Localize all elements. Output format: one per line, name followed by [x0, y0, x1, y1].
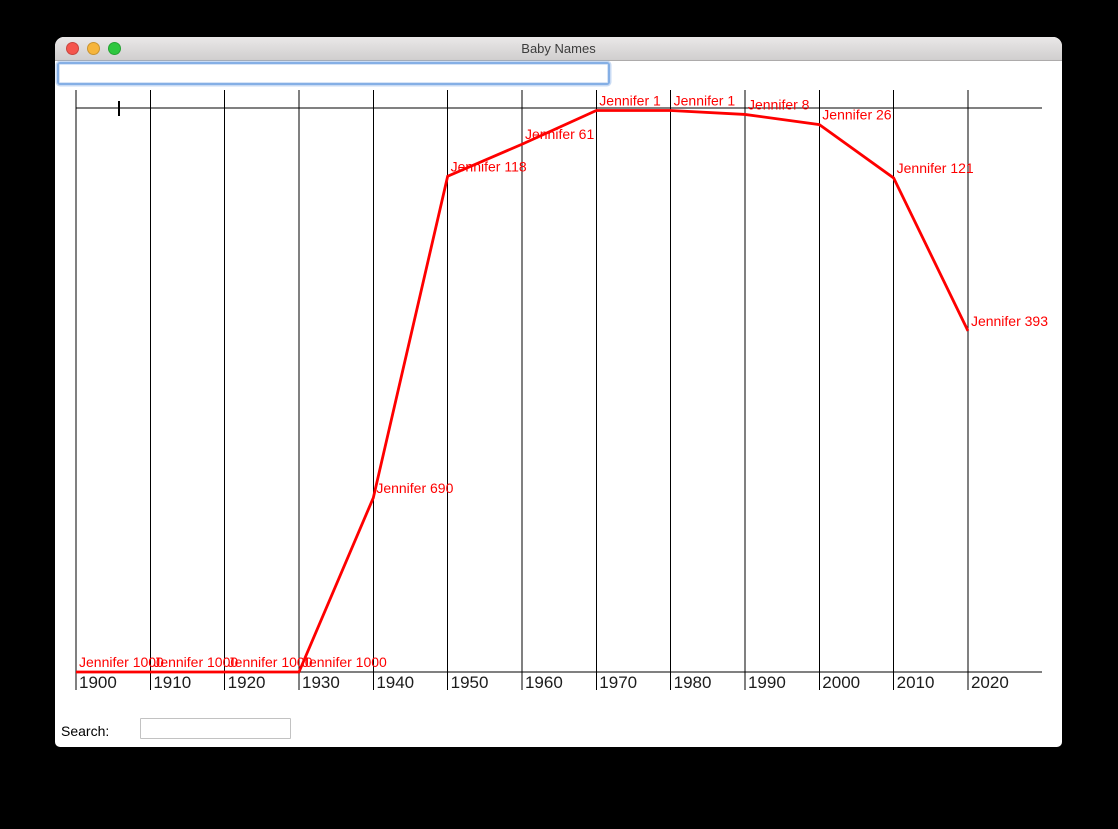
point-label: Jennifer 118: [451, 158, 527, 174]
point-label: Jennifer 61: [525, 126, 594, 142]
point-label: Jennifer 1: [674, 93, 736, 109]
point-label: Jennifer 690: [376, 480, 453, 496]
zoom-button[interactable]: [108, 42, 121, 55]
point-label: Jennifer 26: [822, 107, 891, 123]
search-input[interactable]: [140, 718, 291, 739]
x-axis-label-1920: 1920: [228, 673, 266, 692]
x-axis-label-1990: 1990: [748, 673, 786, 692]
name-filter-input[interactable]: [57, 62, 610, 85]
point-label: Jennifer 8: [748, 96, 810, 112]
traffic-lights: [66, 42, 121, 55]
x-axis-label-1980: 1980: [674, 673, 712, 692]
x-axis-label-1900: 1900: [79, 673, 117, 692]
rank-chart: 1900 1910 1920 1930 1940 1950 1960 1970 1980 1990…: [75, 90, 1048, 692]
x-axis-label-1910: 1910: [153, 673, 191, 692]
point-label: Jennifer 1000: [153, 654, 238, 670]
x-axis-label-2000: 2000: [822, 673, 860, 692]
point-label: Jennifer 121: [897, 160, 974, 176]
window-title: Baby Names: [521, 41, 596, 56]
title-bar[interactable]: Baby Names: [55, 37, 1062, 61]
search-label: Search:: [61, 723, 110, 739]
x-axis-label-1930: 1930: [302, 673, 340, 692]
text-caret: [118, 101, 120, 116]
point-label: Jennifer 1: [599, 93, 661, 109]
rank-line-jennifer: [76, 109, 970, 674]
x-axis-label-1950: 1950: [451, 673, 489, 692]
minimize-button[interactable]: [87, 42, 100, 55]
close-button[interactable]: [66, 42, 79, 55]
search-row: Search:: [61, 720, 109, 742]
x-axis-label-1970: 1970: [599, 673, 637, 692]
point-label: Jennifer 393: [971, 313, 1048, 329]
point-label: Jennifer 1000: [302, 654, 387, 670]
point-label: Jennifer 1000: [228, 654, 313, 670]
x-axis-label-1960: 1960: [525, 673, 563, 692]
point-label: Jennifer 1000: [79, 654, 164, 670]
x-axis-label-2010: 2010: [897, 673, 935, 692]
x-axis-label-2020: 2020: [971, 673, 1009, 692]
app-window: Baby Names 1900 1910 1920 1930 1940 1950 1960 1…: [55, 37, 1062, 747]
x-axis-label-1940: 1940: [376, 673, 414, 692]
